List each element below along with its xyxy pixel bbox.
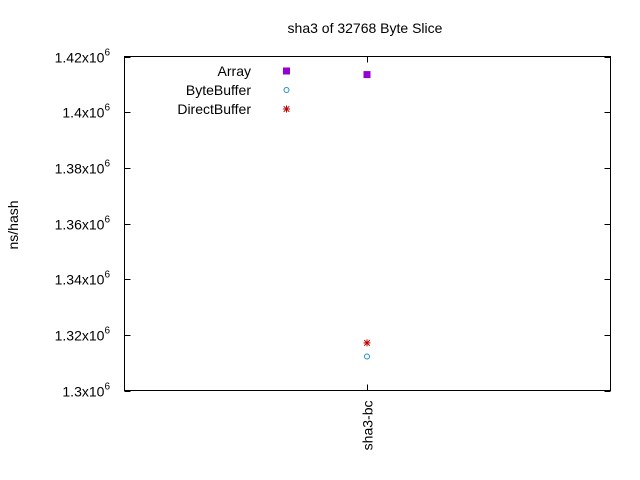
- x-tick-label: sha3-bc: [360, 401, 376, 451]
- x-axis-ticks: sha3-bc: [360, 56, 376, 451]
- legend-label: ByteBuffer: [186, 82, 251, 98]
- data-point-directbuffer: [363, 339, 371, 347]
- legend-label: DirectBuffer: [177, 101, 251, 117]
- y-tick-label: 1.4x106: [62, 103, 110, 121]
- y-tick-label: 1.3x106: [62, 382, 110, 400]
- chart-title: sha3 of 32768 Byte Slice: [288, 20, 443, 36]
- y-tick-label: 1.38x106: [55, 159, 111, 177]
- data-points: [363, 71, 371, 360]
- legend: Array ByteBuffer DirectBuffer: [177, 63, 290, 117]
- legend-marker-directbuffer: [283, 105, 290, 113]
- y-tick-label: 1.34x106: [55, 270, 111, 288]
- legend-label: Array: [218, 63, 251, 79]
- y-axis-label: ns/hash: [5, 200, 21, 249]
- y-axis-ticks: 1.3x106 1.32x106 1.34x106 1.36x106 1.38x106 1…: [55, 48, 611, 400]
- y-tick-label: 1.36x106: [55, 215, 111, 233]
- data-point-array: [363, 71, 371, 79]
- y-tick-label: 1.32x106: [55, 326, 111, 344]
- y-tick-label: 1.42x106: [55, 48, 111, 66]
- data-point-bytebuffer: [364, 353, 370, 360]
- legend-marker-bytebuffer: [283, 87, 290, 93]
- legend-marker-array: [283, 67, 290, 75]
